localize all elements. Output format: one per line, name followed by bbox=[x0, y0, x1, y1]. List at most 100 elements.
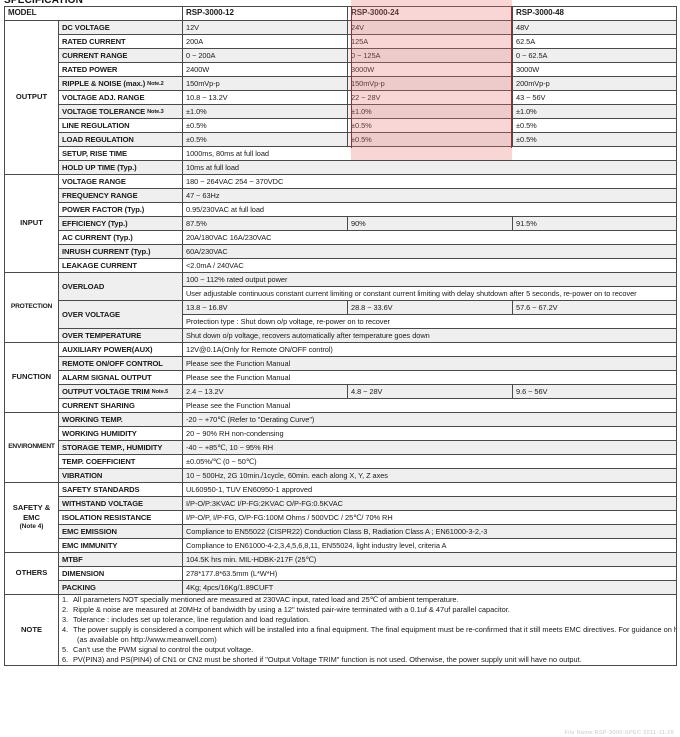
table-row: OUTPUT DC VOLTAGE 12V 24V 48V bbox=[4, 20, 678, 175]
table-row: SAFETY & EMC (Note 4) SAFETY STANDARDS UL609… bbox=[4, 482, 678, 553]
table-row: DIMENSION 278*177.8*63.5mm (L*W*H) bbox=[5, 566, 678, 581]
row-value-span: Please see the Function Manual bbox=[182, 370, 678, 385]
document-footer: File Name:RSP-3000-SPEC 2011-11-28 bbox=[564, 730, 674, 736]
row-label: MTBF bbox=[57, 552, 184, 567]
table-row: RATED POWER 2400W 3000W 3000W bbox=[5, 62, 678, 77]
table-row: OUTPUT VOLTAGE TRIM Note.5 2.4 ~ 13.2V 4.8 … bbox=[5, 384, 678, 399]
table-row: PROTECTION OVERLOAD 100 ~ 112% rated outpu… bbox=[4, 272, 678, 343]
row-value-span: 4Kg; 4pcs/16Kg/1.89CUFT bbox=[182, 580, 678, 595]
row-value-1: 10.8 ~ 13.2V bbox=[182, 90, 349, 105]
note-item: 3. Tolerance : includes set up tolerance,… bbox=[62, 615, 311, 625]
section-category: SAFETY & EMC (Note 4) bbox=[4, 482, 59, 553]
row-value-2: 150mVp-p bbox=[347, 76, 514, 91]
row-label: WITHSTAND VOLTAGE bbox=[57, 496, 184, 511]
row-label: AC CURRENT (Typ.) bbox=[57, 230, 184, 245]
row-label: FREQUENCY RANGE bbox=[57, 188, 184, 203]
table-row: STORAGE TEMP., HUMIDITY -40 ~ +85℃, 10 ~ … bbox=[5, 440, 678, 455]
table-row: VIBRATION 10 ~ 500Hz, 2G 10min./1cycle, 6… bbox=[5, 468, 678, 483]
row-label: VOLTAGE ADJ. RANGE bbox=[57, 90, 184, 105]
note-number: 5. bbox=[62, 645, 69, 655]
table-row: Protection type : Shut down o/p voltage,… bbox=[5, 314, 678, 329]
row-value-span: 104.5K hrs min. MIL-HDBK-217F (25℃) bbox=[182, 552, 678, 567]
specification-table-body: MODEL RSP-3000-12 RSP-3000-24 RSP-3000-48 OU… bbox=[3, 6, 678, 667]
row-value-2: 28.8 ~ 33.6V bbox=[347, 300, 514, 315]
note-number: 2. bbox=[62, 605, 69, 615]
row-value-3: 62.5A bbox=[512, 34, 678, 49]
row-value-span: Compliance to EN61000-4-2,3,4,5,6,8,11, … bbox=[182, 538, 678, 553]
row-note-ref: Note.3 bbox=[147, 108, 164, 115]
table-row: OVER VOLTAGE 13.8 ~ 16.8V 28.8 ~ 33.6V 57.6… bbox=[5, 300, 678, 329]
table-row: CURRENT SHARING Please see the Function M… bbox=[5, 398, 678, 413]
row-value-3: 48V bbox=[512, 20, 678, 35]
row-label: OVER TEMPERATURE bbox=[57, 328, 184, 343]
table-row: WITHSTAND VOLTAGE I/P-O/P:3KVAC I/P-FG:2K… bbox=[5, 496, 678, 511]
note-number: 3. bbox=[62, 615, 69, 625]
row-value-2: 0 ~ 125A bbox=[347, 48, 514, 63]
table-row: FUNCTION AUXILIARY POWER(AUX) 12V@0.1A(Onl… bbox=[4, 342, 678, 413]
table-row: LINE REGULATION ±0.5% ±0.5% ±0.5% bbox=[5, 118, 678, 133]
notes-block: 1. All parameters NOT specially mentioned… bbox=[57, 593, 678, 667]
row-label: HOLD UP TIME (Typ.) bbox=[57, 160, 184, 175]
row-value-span: 20A/180VAC 16A/230VAC bbox=[182, 230, 678, 245]
note-item: 1. All parameters NOT specially mentioned… bbox=[62, 595, 459, 604]
row-label: WORKING HUMIDITY bbox=[57, 426, 184, 441]
row-value-3: 200mVp-p bbox=[512, 76, 678, 91]
row-label: ISOLATION RESISTANCE bbox=[57, 510, 184, 525]
row-label: PACKING bbox=[57, 580, 184, 595]
table-row: TEMP. COEFFICIENT ±0.05%/℃ (0 ~ 50℃) bbox=[5, 454, 678, 469]
row-label: WORKING TEMP. bbox=[57, 412, 184, 427]
row-value-span: 100 ~ 112% rated output power bbox=[182, 272, 678, 287]
row-value-2: 24V bbox=[347, 20, 514, 35]
row-value-3: 91.5% bbox=[512, 216, 678, 231]
row-value-span: 10 ~ 500Hz, 2G 10min./1cycle, 60min. eac… bbox=[182, 468, 678, 483]
table-row: HOLD UP TIME (Typ.) 10ms at full load bbox=[5, 160, 678, 175]
row-label: DIMENSION bbox=[57, 566, 184, 581]
table-row: VOLTAGE ADJ. RANGE 10.8 ~ 13.2V 22 ~ 28V 43… bbox=[5, 90, 678, 105]
row-value-1: 2.4 ~ 13.2V bbox=[182, 384, 349, 399]
section-category-line-3: (Note 4) bbox=[19, 523, 44, 531]
row-value-3: ±0.5% bbox=[512, 118, 678, 133]
table-row: ALARM SIGNAL OUTPUT Please see the Functi… bbox=[5, 370, 678, 385]
section-category: INPUT bbox=[4, 174, 59, 273]
row-label: SETUP, RISE TIME bbox=[57, 146, 184, 161]
table-row: CURRENT RANGE 0 ~ 200A 0 ~ 125A 0 ~ 62.5A bbox=[5, 48, 678, 63]
row-value-2: 125A bbox=[347, 34, 514, 49]
row-note-ref: Note.2 bbox=[147, 80, 164, 87]
row-label: CURRENT RANGE bbox=[57, 48, 184, 63]
table-row: LEAKAGE CURRENT <2.0mA / 240VAC bbox=[5, 258, 678, 273]
row-label: LOAD REGULATION bbox=[57, 132, 184, 147]
row-value-2: 22 ~ 28V bbox=[347, 90, 514, 105]
note-item: 6. PV(PIN3) and PS(PIN4) of CN1 or CN2 mu… bbox=[62, 655, 582, 665]
row-value-span: Please see the Function Manual bbox=[182, 356, 678, 371]
row-value-span: -40 ~ +85℃, 10 ~ 95% RH bbox=[182, 440, 678, 455]
row-value-span: <2.0mA / 240VAC bbox=[182, 258, 678, 273]
row-note-ref: Note.5 bbox=[151, 388, 169, 395]
row-value-3: 0 ~ 62.5A bbox=[512, 48, 678, 63]
section-category-line-1: SAFETY & bbox=[12, 502, 51, 512]
row-value-span: Protection type : Shut down o/p voltage,… bbox=[182, 314, 678, 329]
model-column-header-1: RSP-3000-12 bbox=[182, 6, 349, 21]
row-label: LEAKAGE CURRENT bbox=[57, 258, 184, 273]
table-row: VOLTAGE TOLERANCE Note.3 ±1.0% ±1.0% ±1.0% bbox=[5, 104, 678, 119]
row-label: ALARM SIGNAL OUTPUT bbox=[57, 370, 184, 385]
row-label: VOLTAGE RANGE bbox=[57, 174, 184, 189]
row-value-1: 12V bbox=[182, 20, 349, 35]
row-value-span: Please see the Function Manual bbox=[182, 398, 678, 413]
table-row: INPUT VOLTAGE RANGE 180 ~ 264VAC 254 ~ 370… bbox=[4, 174, 678, 273]
note-sub-text: (as available on http://www.meanwell.com… bbox=[77, 635, 217, 644]
table-row: RATED CURRENT 200A 125A 62.5A bbox=[5, 34, 678, 49]
note-item: 5. Can't use the PWM signal to control th… bbox=[62, 645, 254, 655]
note-number: 1. bbox=[62, 595, 69, 604]
section-category-line-2: EMC bbox=[23, 513, 40, 523]
row-label: OVERLOAD bbox=[57, 272, 184, 301]
row-label: RIPPLE & NOISE (max.) Note.2 bbox=[57, 76, 184, 91]
section-category: NOTE bbox=[4, 593, 59, 667]
row-label: VOLTAGE TOLERANCE Note.3 bbox=[57, 104, 184, 119]
row-label: EMC IMMUNITY bbox=[57, 538, 184, 553]
section-category: FUNCTION bbox=[4, 342, 59, 413]
row-label: INRUSH CURRENT (Typ.) bbox=[57, 244, 184, 259]
notes-list: 1. All parameters NOT specially mentioned… bbox=[62, 595, 676, 665]
row-value-span: 60A/230VAC bbox=[182, 244, 678, 259]
note-item: 2. Ripple & noise are measured at 20MHz o… bbox=[62, 605, 510, 615]
table-row: EFFICIENCY (Typ.) 87.5% 90% 91.5% bbox=[5, 216, 678, 231]
